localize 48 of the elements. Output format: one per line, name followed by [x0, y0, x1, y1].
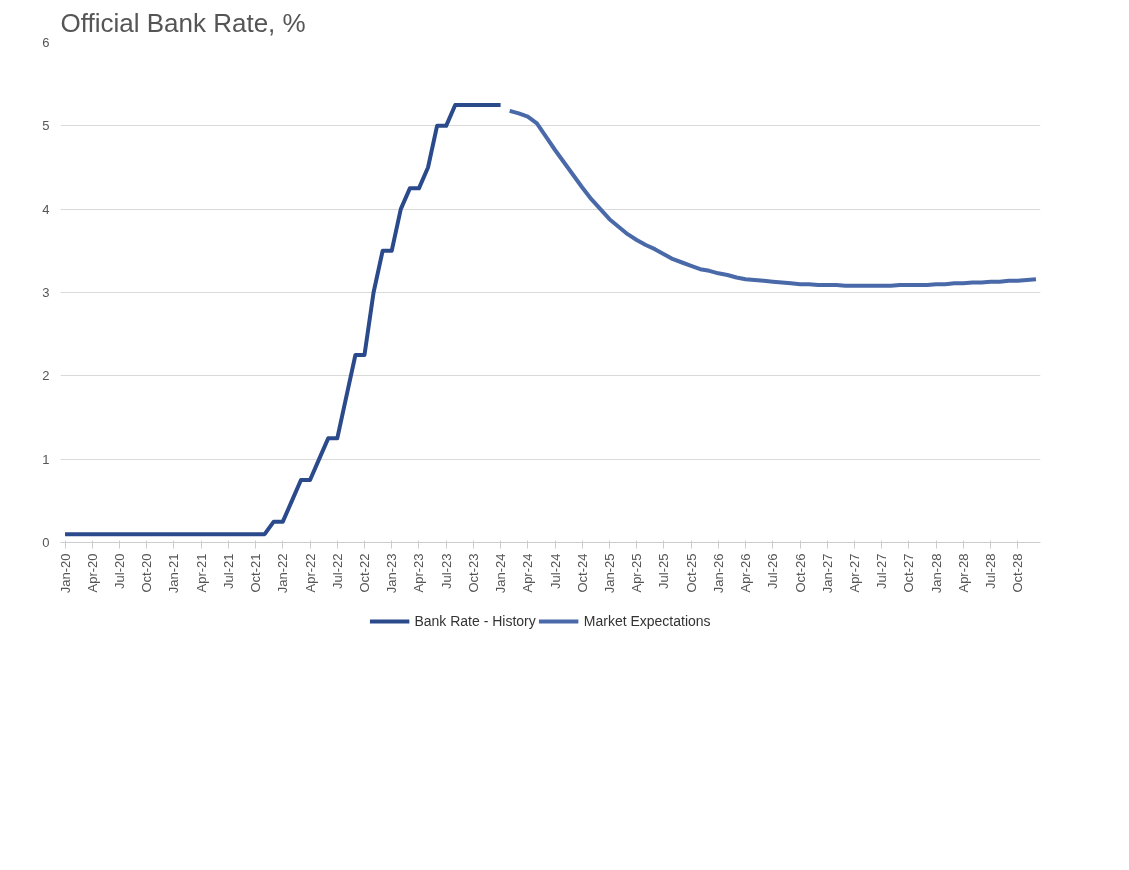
x-tick-label: Jul-22 — [329, 553, 345, 589]
x-tick-label: Oct-26 — [792, 553, 808, 593]
y-tick-label: 1 — [42, 451, 50, 467]
y-tick-label: 6 — [42, 35, 50, 50]
x-tick-label: Jul-25 — [656, 553, 672, 589]
x-tick-label: Jul-24 — [547, 553, 563, 589]
x-tick-label: Apr-22 — [302, 553, 318, 593]
x-tick-label: Apr-25 — [629, 553, 645, 593]
x-tick-label: Apr-23 — [411, 553, 427, 593]
x-tick-label: Oct-28 — [1010, 553, 1026, 593]
x-tick-label: Jan-28 — [928, 553, 944, 594]
x-tick-label: Oct-24 — [574, 553, 590, 593]
x-tick-label: Jan-24 — [493, 553, 509, 594]
chart-title: Official Bank Rate, % — [60, 7, 306, 38]
y-tick-label: 0 — [42, 535, 50, 550]
x-tick-label: Jul-21 — [220, 553, 236, 589]
line-series — [63, 103, 503, 537]
x-tick-label: Jan-25 — [601, 553, 617, 594]
x-tick-label: Oct-22 — [356, 553, 372, 593]
x-tick-label: Jul-20 — [111, 553, 127, 589]
y-tick-label: 5 — [42, 118, 50, 134]
x-tick-label: Jul-26 — [765, 553, 781, 589]
y-tick-label: 4 — [42, 201, 50, 217]
x-tick-label: Oct-27 — [901, 553, 917, 593]
x-tick-label: Jan-21 — [166, 553, 182, 594]
x-tick-label: Apr-21 — [193, 553, 209, 593]
x-tick-label: Apr-24 — [520, 553, 536, 593]
x-tick-label: Oct-23 — [465, 553, 481, 593]
x-tick-label: Apr-20 — [84, 553, 100, 593]
x-tick-label: Oct-20 — [139, 553, 155, 593]
x-tick-label: Oct-25 — [683, 553, 699, 593]
line-series — [507, 108, 1038, 288]
x-tick-label: Jan-20 — [57, 553, 73, 594]
x-tick-label: Apr-27 — [846, 553, 862, 593]
x-tick-label: Oct-21 — [248, 553, 264, 593]
x-tick-label: Jan-26 — [710, 553, 726, 594]
x-tick-label: Jan-23 — [384, 553, 400, 594]
y-tick-label: 3 — [42, 285, 50, 300]
x-tick-label: Jul-27 — [874, 553, 890, 589]
x-tick-label: Apr-26 — [738, 553, 754, 593]
legend-label: Market Expectations — [583, 613, 711, 629]
x-tick-label: Apr-28 — [955, 553, 971, 593]
legend-label: Bank Rate - History — [414, 613, 536, 629]
y-tick-label: 2 — [42, 368, 50, 384]
x-tick-label: Jul-23 — [438, 553, 454, 589]
x-tick-label: Jan-22 — [275, 553, 291, 594]
x-tick-label: Jul-28 — [983, 553, 999, 589]
x-tick-label: Jan-27 — [819, 553, 835, 594]
